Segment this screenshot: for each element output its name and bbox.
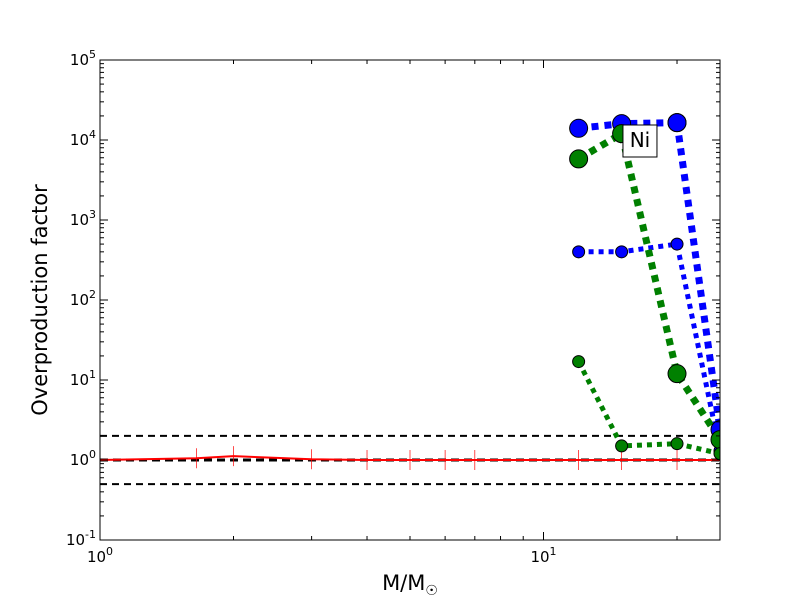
series-4-point-3 [710,430,720,450]
y-tick-label-1: 100 [70,448,96,469]
series-line-5 [576,360,720,457]
series-3-point-2 [670,237,684,251]
marker-layer [100,113,720,470]
series-1-point-0 [569,118,589,138]
x-axis-label: M/M☉ [382,571,438,599]
series-line-0 [100,455,720,461]
y-tick-label-6: 105 [70,48,96,69]
series-line-3 [578,241,720,452]
annotation-box [622,124,658,158]
series-5-point-2 [670,437,684,451]
ni-annotation: Ni [622,124,658,158]
series-5-point-0 [572,355,586,369]
y-tick-label-2: 101 [70,368,96,389]
series-4-point-0 [569,149,589,169]
y-axis-label: Overproduction factor [28,184,52,416]
series-line-4 [576,130,720,442]
series-4-point-2 [667,364,687,384]
y-tick-label-0: 10-1 [66,528,96,549]
y-tick-label-5: 104 [70,128,96,149]
annotation-label: Ni [630,128,651,152]
y-tick-label-4: 103 [70,208,96,229]
series-2-point-0 [667,113,687,133]
x-tick-label-1: 101 [530,545,556,566]
x-tick-label-0: 100 [87,545,113,566]
series-5-point-3 [713,447,720,461]
series-3-point-1 [615,245,629,259]
y-tick-label-3: 102 [70,288,96,309]
axis-ticks [99,59,720,541]
series-5-point-1 [615,439,629,453]
series-3-point-0 [572,245,586,259]
